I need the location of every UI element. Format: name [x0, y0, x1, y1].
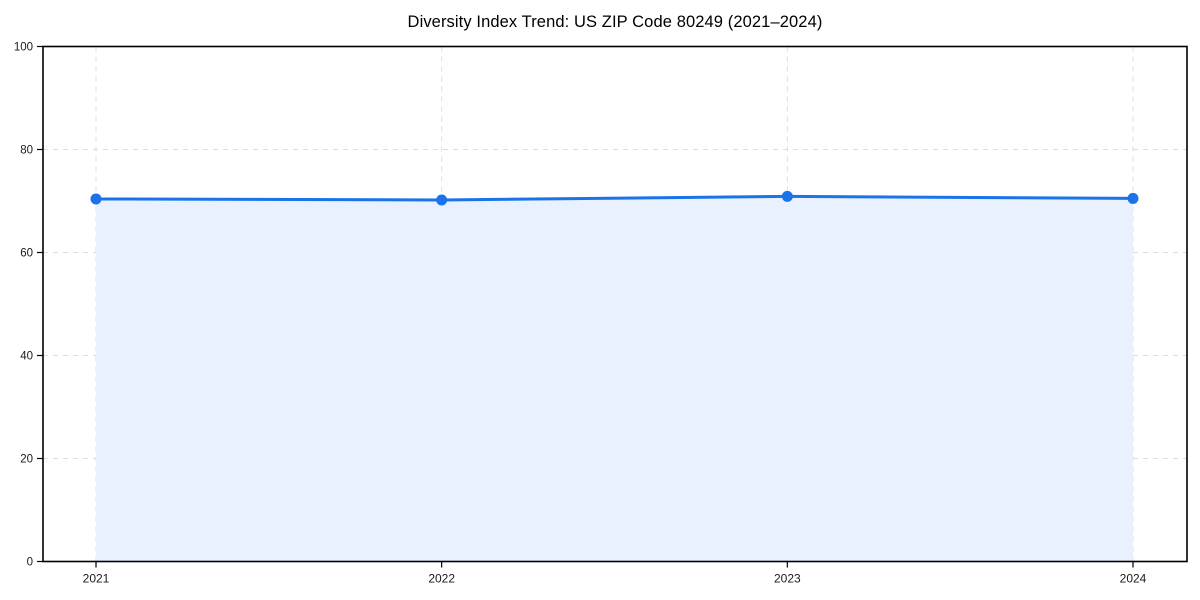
y-tick-label: 80: [20, 145, 33, 157]
y-tick-label: 60: [20, 248, 33, 260]
x-tick-label: 2021: [83, 572, 110, 586]
data-point: [436, 194, 448, 206]
data-point: [1127, 192, 1139, 204]
y-tick-label: 0: [27, 557, 33, 569]
y-tick-label: 20: [20, 454, 33, 466]
chart-title: Diversity Index Trend: US ZIP Code 80249…: [407, 13, 823, 31]
trend-line: [94, 194, 1135, 202]
area-fill: [96, 196, 1133, 562]
plot-border: [42, 45, 1188, 563]
data-point: [781, 190, 793, 202]
y-tick-label: 100: [14, 42, 33, 54]
x-tick-label: 2024: [1120, 572, 1147, 586]
y-tick-label: 40: [20, 351, 33, 363]
data-point: [90, 193, 102, 205]
x-tick-label: 2022: [428, 572, 455, 586]
x-tick-label: 2023: [774, 572, 801, 586]
